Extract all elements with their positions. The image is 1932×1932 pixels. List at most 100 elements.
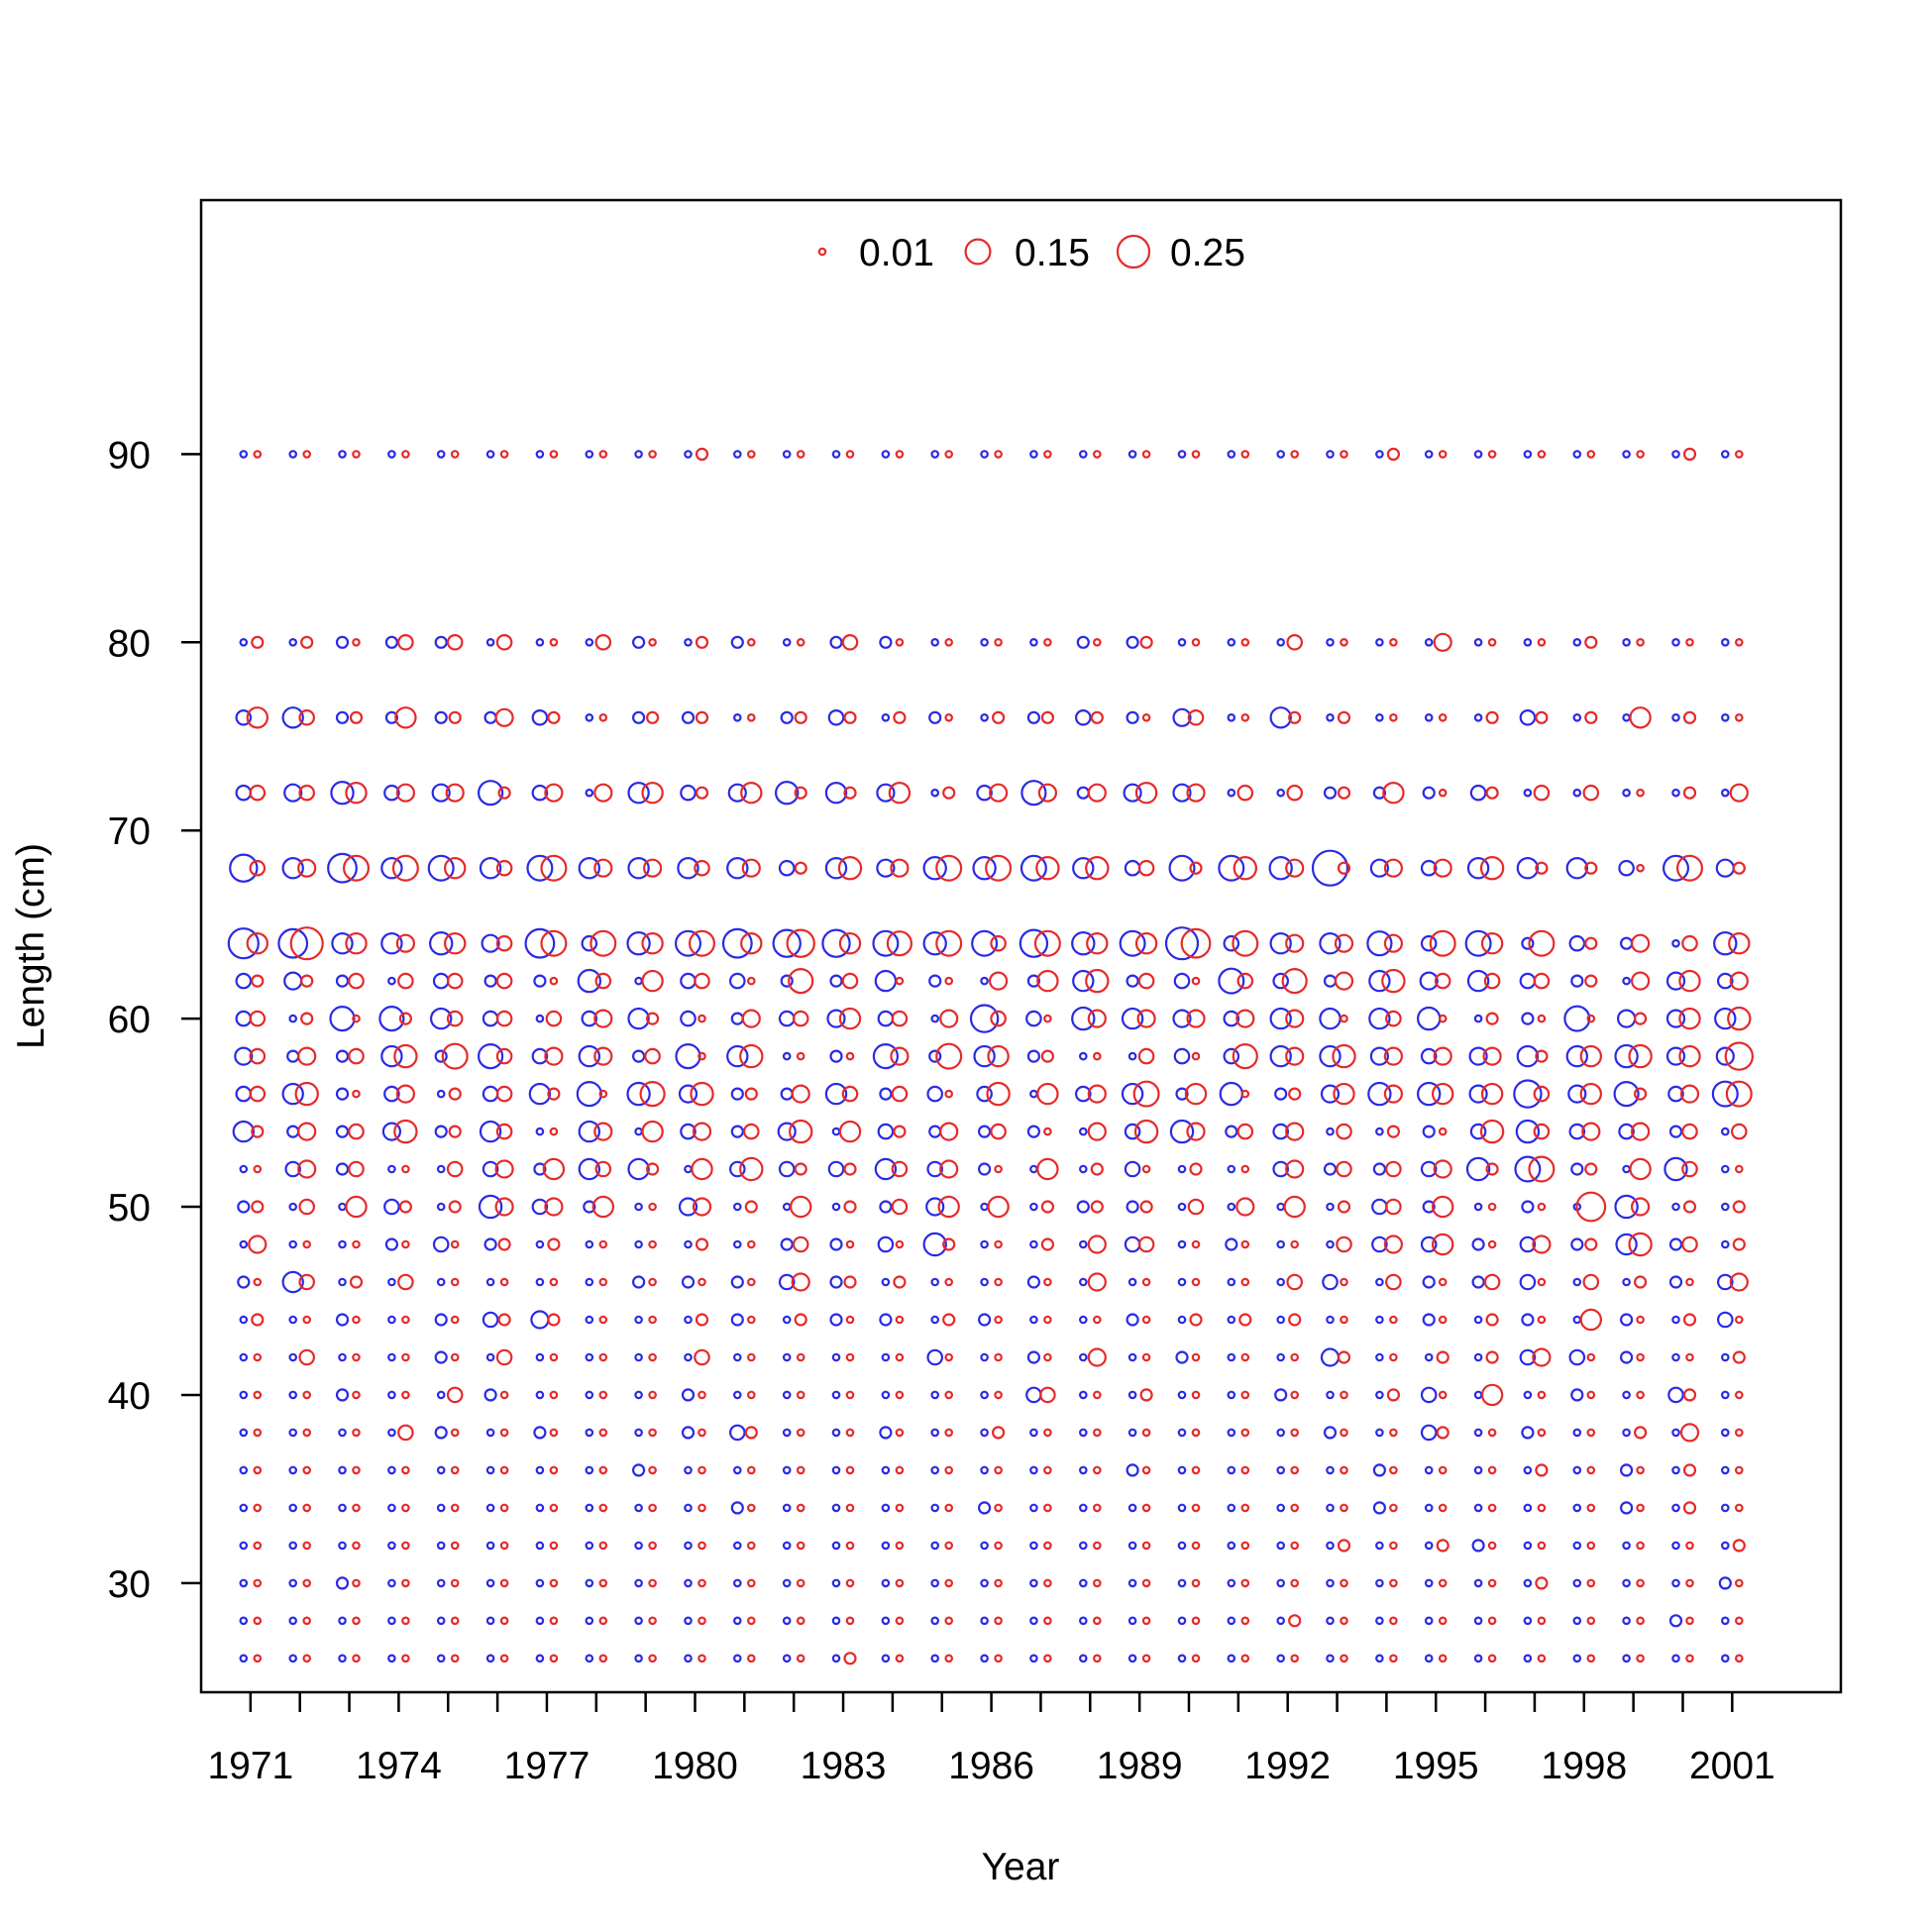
blue-bubble-1985-28 [930,1616,940,1626]
red-bubble-1992-28 [1288,1614,1302,1628]
red-bubble-1984-68 [890,858,910,878]
red-bubble-1984-58 [890,1046,910,1066]
red-bubble-1996-72 [1485,786,1499,800]
blue-bubble-1983-52 [827,1160,845,1178]
blue-bubble-1985-90 [930,450,940,459]
blue-bubble-1999-46 [1622,1277,1631,1287]
red-bubble-1976-68 [495,859,513,877]
blue-bubble-1980-68 [677,857,699,880]
blue-bubble-1971-32 [239,1541,249,1551]
blue-bubble-1997-90 [1523,450,1533,459]
red-bubble-1985-90 [944,450,954,459]
blue-bubble-1986-56 [976,1085,993,1103]
blue-bubble-1990-46 [1177,1277,1187,1287]
blue-bubble-1989-38 [1127,1428,1137,1438]
blue-bubble-1989-32 [1127,1541,1137,1551]
red-bubble-1980-60 [698,1014,706,1023]
red-bubble-1988-32 [1093,1541,1102,1551]
red-bubble-2000-46 [1685,1277,1694,1287]
red-bubble-1977-50 [544,1197,564,1217]
red-bubble-1996-80 [1487,637,1497,647]
blue-bubble-1977-62 [533,974,547,988]
blue-bubble-1975-52 [436,1164,446,1174]
blue-bubble-1983-40 [831,1390,841,1400]
blue-bubble-1979-28 [634,1616,643,1626]
red-bubble-1976-32 [499,1541,509,1551]
blue-bubble-1988-40 [1079,1390,1088,1400]
red-bubble-1989-34 [1141,1503,1151,1513]
blue-bubble-1985-60 [930,1014,940,1023]
blue-bubble-1975-44 [434,1313,448,1327]
x-axis: 1971 1974 1977 1980 1983 1986 1989 1992 1995 1998… [207,1692,1775,1787]
red-bubble-1979-36 [648,1465,657,1475]
blue-bubble-1990-80 [1177,637,1187,647]
blue-bubble-1974-44 [387,1315,396,1325]
red-bubble-1992-62 [1281,967,1308,995]
blue-bubble-1995-48 [1420,1235,1438,1253]
red-bubble-1999-64 [1630,933,1651,953]
blue-bubble-1973-46 [338,1277,347,1287]
red-bubble-1973-80 [352,637,361,647]
blue-bubble-1982-62 [780,974,794,988]
blue-bubble-1992-68 [1268,856,1293,881]
blue-bubble-1978-32 [585,1541,594,1551]
blue-bubble-1988-50 [1076,1200,1090,1214]
legend-bubble-0.15 [964,238,992,266]
red-bubble-1999-32 [1636,1541,1645,1551]
red-bubble-1985-52 [939,1159,959,1179]
blue-bubble-1993-30 [1326,1578,1335,1588]
blue-bubble-1994-90 [1375,450,1384,459]
red-bubble-1981-44 [746,1315,756,1325]
red-bubble-1986-26 [994,1654,1003,1664]
blue-bubble-1991-62 [1218,967,1245,995]
red-bubble-1978-42 [598,1352,608,1362]
red-bubble-1979-56 [639,1080,666,1108]
red-bubble-1980-56 [690,1081,714,1107]
blue-bubble-1991-28 [1227,1616,1236,1626]
red-bubble-1985-44 [942,1313,956,1327]
blue-bubble-2000-40 [1667,1386,1684,1404]
blue-bubble-1974-50 [383,1198,400,1216]
red-bubble-1984-50 [891,1198,909,1216]
blue-bubble-1988-60 [1071,1006,1096,1031]
blue-bubble-1995-64 [1420,934,1438,952]
red-bubble-1987-52 [1036,1157,1059,1181]
blue-bubble-1981-42 [732,1352,742,1362]
blue-bubble-1988-34 [1079,1503,1088,1513]
blue-bubble-1971-46 [237,1275,251,1289]
blue-bubble-1981-58 [726,1044,749,1068]
blue-bubble-1987-28 [1029,1616,1038,1626]
blue-bubble-1994-32 [1375,1541,1384,1551]
blue-bubble-1975-46 [436,1277,446,1287]
red-bubble-1987-90 [1043,450,1052,459]
blue-bubble-2000-58 [1665,1046,1686,1066]
blue-bubble-1990-56 [1175,1087,1189,1101]
blue-bubble-1998-52 [1570,1162,1584,1176]
red-bubble-1997-62 [1533,972,1551,990]
red-bubble-1973-76 [349,710,364,724]
red-bubble-1987-50 [1040,1200,1055,1214]
blue-bubble-1987-46 [1026,1275,1041,1289]
red-bubble-1998-72 [1582,784,1600,802]
blue-bubble-1980-44 [684,1315,693,1325]
red-bubble-1998-50 [1575,1191,1607,1223]
blue-bubble-1994-64 [1366,930,1393,957]
red-bubble-1999-90 [1636,450,1645,459]
red-bubble-1984-64 [886,930,913,957]
red-bubble-1996-36 [1487,1465,1497,1475]
blue-bubble-1986-46 [980,1277,989,1287]
red-bubble-1998-42 [1586,1352,1596,1362]
blue-bubble-1996-26 [1473,1654,1483,1664]
red-bubble-1982-42 [796,1352,805,1362]
blue-bubble-1999-50 [1614,1194,1639,1220]
red-bubble-1999-60 [1633,1012,1648,1025]
red-bubble-1981-56 [744,1087,758,1101]
blue-bubble-1998-76 [1572,712,1582,722]
blue-bubble-1999-30 [1622,1578,1631,1588]
blue-bubble-1980-40 [681,1388,696,1402]
red-bubble-1984-26 [895,1654,905,1664]
blue-bubble-1974-38 [387,1428,396,1438]
red-bubble-1989-36 [1141,1465,1151,1475]
red-bubble-1988-38 [1093,1428,1102,1438]
blue-bubble-1994-58 [1369,1046,1390,1066]
